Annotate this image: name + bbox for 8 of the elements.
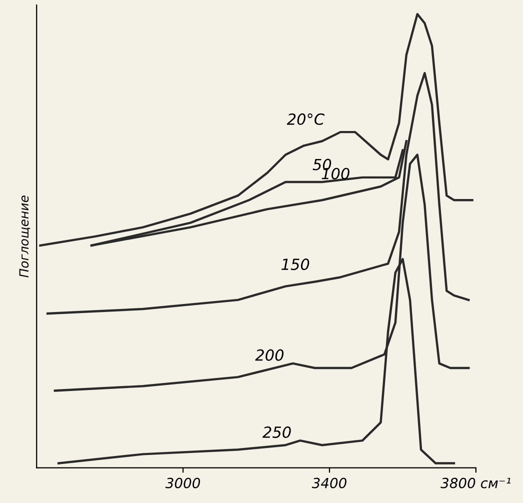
x-tick-label: 3000 xyxy=(165,478,200,488)
y-axis-title: Поглощение xyxy=(19,196,30,278)
annotation: 250 xyxy=(262,426,291,438)
annotation: 200 xyxy=(255,349,284,361)
annotation: 20°C xyxy=(286,113,325,125)
x-tick-label: 3800 см⁻¹ xyxy=(440,478,511,488)
annotation: 150 xyxy=(282,258,310,270)
x-tick-label: 3400 xyxy=(312,478,346,488)
